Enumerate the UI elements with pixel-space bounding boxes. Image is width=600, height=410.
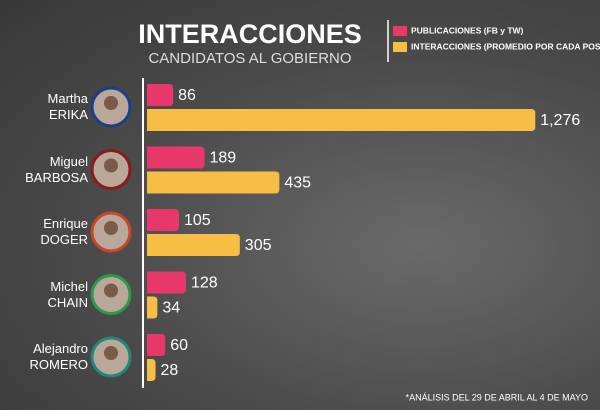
category-label: Enrique DOGER bbox=[40, 216, 88, 247]
category-label: Michel CHAIN bbox=[47, 278, 88, 310]
photo-head bbox=[104, 96, 118, 110]
value-label: 305 bbox=[245, 237, 272, 254]
value-label: 34 bbox=[162, 300, 180, 317]
value-label: 105 bbox=[184, 212, 211, 229]
photo-head bbox=[104, 346, 118, 360]
legend-swatch bbox=[393, 42, 407, 52]
chart-subtitle: CANDIDATOS AL GOBIERNO bbox=[148, 50, 351, 67]
category-label: Miguel BARBOSA bbox=[25, 153, 88, 185]
value-label: 128 bbox=[191, 275, 218, 292]
value-label: 86 bbox=[178, 87, 196, 104]
bar bbox=[147, 84, 174, 106]
bar bbox=[147, 146, 205, 169]
bar bbox=[147, 359, 156, 381]
bar bbox=[147, 171, 280, 194]
category-label: Martha ERIKA bbox=[47, 91, 88, 122]
footnote: *ANÁLISIS DEL 29 DE ABRIL AL 4 DE MAYO bbox=[406, 392, 588, 402]
legend-swatch bbox=[393, 26, 407, 36]
photo-head bbox=[104, 158, 118, 173]
value-label: 1,276 bbox=[540, 112, 580, 129]
photo-head bbox=[104, 221, 118, 235]
bar bbox=[147, 296, 158, 319]
value-label: 28 bbox=[161, 362, 179, 379]
value-label: 60 bbox=[170, 337, 188, 354]
chart-title: INTERACCIONES bbox=[138, 19, 362, 49]
bar bbox=[147, 271, 186, 294]
legend-label: INTERACCIONES (PROMEDIO POR CADA POST) bbox=[411, 41, 600, 51]
value-label: 189 bbox=[210, 150, 237, 167]
bar bbox=[147, 109, 536, 131]
bar bbox=[147, 209, 179, 231]
bar bbox=[147, 234, 240, 256]
category-label: Alejandro ROMERO bbox=[29, 341, 89, 372]
photo-head bbox=[104, 283, 118, 298]
value-label: 435 bbox=[284, 175, 311, 192]
legend-label: PUBLICACIONES (FB y TW) bbox=[411, 25, 524, 35]
bar bbox=[147, 334, 166, 356]
